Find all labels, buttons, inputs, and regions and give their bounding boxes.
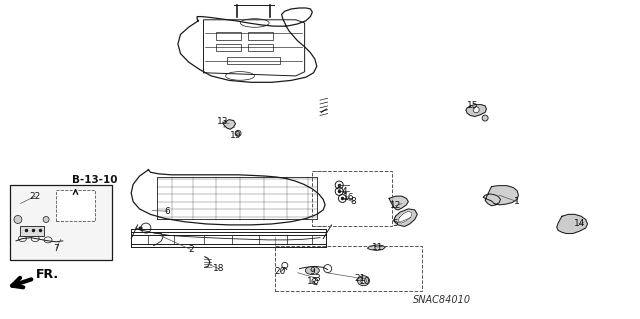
Polygon shape xyxy=(394,209,417,226)
Text: 3: 3 xyxy=(314,274,319,283)
Text: FR.: FR. xyxy=(36,268,59,281)
Bar xyxy=(227,57,280,64)
Ellipse shape xyxy=(305,266,319,275)
Bar xyxy=(216,44,241,51)
Polygon shape xyxy=(223,120,236,129)
Circle shape xyxy=(235,130,241,136)
Bar xyxy=(275,246,422,291)
Polygon shape xyxy=(389,196,408,210)
Text: SNAC84010: SNAC84010 xyxy=(413,295,471,306)
Text: 17: 17 xyxy=(307,277,318,286)
Ellipse shape xyxy=(358,276,369,286)
Text: 20: 20 xyxy=(275,267,286,276)
Bar xyxy=(10,185,112,260)
Circle shape xyxy=(14,215,22,224)
Text: 11: 11 xyxy=(372,243,383,252)
Bar xyxy=(56,190,95,221)
Polygon shape xyxy=(557,214,588,234)
Polygon shape xyxy=(367,245,385,250)
Text: 21: 21 xyxy=(354,274,365,283)
Text: 18: 18 xyxy=(213,264,225,273)
Text: 16: 16 xyxy=(343,193,355,202)
Text: B-13-10: B-13-10 xyxy=(72,175,118,185)
Text: 15: 15 xyxy=(467,101,478,110)
Ellipse shape xyxy=(360,278,367,283)
Polygon shape xyxy=(398,211,412,223)
Circle shape xyxy=(43,217,49,222)
Bar xyxy=(248,44,273,51)
Text: 12: 12 xyxy=(390,201,401,210)
Polygon shape xyxy=(483,186,518,206)
Text: 1: 1 xyxy=(515,197,520,206)
Text: 5: 5 xyxy=(393,219,398,228)
Text: 13: 13 xyxy=(217,117,228,126)
Text: 8: 8 xyxy=(351,197,356,206)
Circle shape xyxy=(473,107,479,113)
Bar xyxy=(20,226,44,236)
Text: 9: 9 xyxy=(310,267,315,276)
Text: 7: 7 xyxy=(54,244,59,253)
Polygon shape xyxy=(466,105,486,116)
Text: 10: 10 xyxy=(359,277,371,286)
Bar xyxy=(312,171,392,226)
Text: 2: 2 xyxy=(188,245,193,254)
Circle shape xyxy=(482,115,488,121)
Bar xyxy=(216,32,241,40)
Text: 6: 6 xyxy=(165,207,170,216)
Bar xyxy=(248,32,273,40)
Text: 14: 14 xyxy=(573,219,585,228)
Text: 22: 22 xyxy=(29,192,41,201)
Text: 19: 19 xyxy=(230,131,241,140)
Text: 4: 4 xyxy=(342,187,347,196)
